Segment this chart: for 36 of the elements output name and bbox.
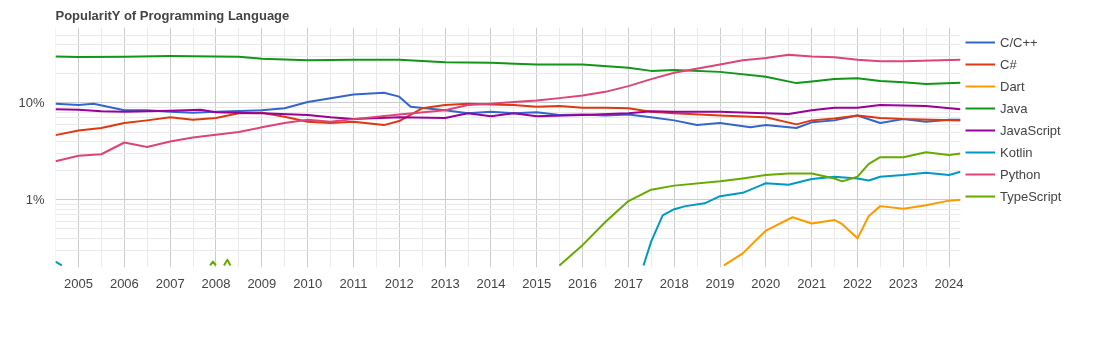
x-tick-label: 2011 (339, 275, 368, 291)
line-series (722, 198, 961, 267)
legend-label: Kotlin (1000, 143, 1033, 161)
x-tick-label: 2015 (522, 275, 552, 291)
line-series (55, 102, 961, 137)
line-series (55, 53, 961, 163)
legend-label: C/C++ (1000, 33, 1038, 51)
x-tick-label: 2024 (934, 275, 964, 291)
x-tick-label: 2013 (430, 275, 460, 291)
y-tick-label: 10% (18, 95, 45, 111)
x-tick-label: 2005 (64, 275, 94, 291)
x-tick-label: 2007 (155, 275, 185, 291)
x-tick-label: 2019 (705, 275, 735, 291)
x-tick-label: 2021 (797, 275, 827, 291)
x-tick-label: 2018 (659, 275, 689, 291)
x-tick-label: 2022 (843, 275, 872, 291)
legend-label: JavaScript (1000, 121, 1061, 139)
x-tick-label: 2016 (568, 275, 597, 291)
x-tick-label: 2009 (247, 275, 277, 291)
chart-title: PopularitY of Programming Language (55, 7, 290, 23)
legend-label: TypeScript (1000, 187, 1062, 205)
y-tick-label: 1% (25, 192, 45, 208)
legend-label: Java (1000, 99, 1028, 117)
legend-label: Dart (1000, 77, 1025, 95)
x-tick-label: 2020 (751, 275, 781, 291)
x-tick-label: 2017 (613, 275, 643, 291)
x-tick-label: 2008 (201, 275, 231, 291)
x-tick-label: 2023 (888, 275, 918, 291)
x-tick-label: 2006 (109, 275, 139, 291)
x-tick-label: 2010 (293, 275, 323, 291)
legend-label: Python (1000, 165, 1041, 183)
x-tick-label: 2012 (384, 275, 414, 291)
x-tick-label: 2014 (476, 275, 506, 291)
line-series (55, 55, 961, 85)
line-series (55, 104, 961, 121)
legend-label: C# (1000, 55, 1018, 73)
